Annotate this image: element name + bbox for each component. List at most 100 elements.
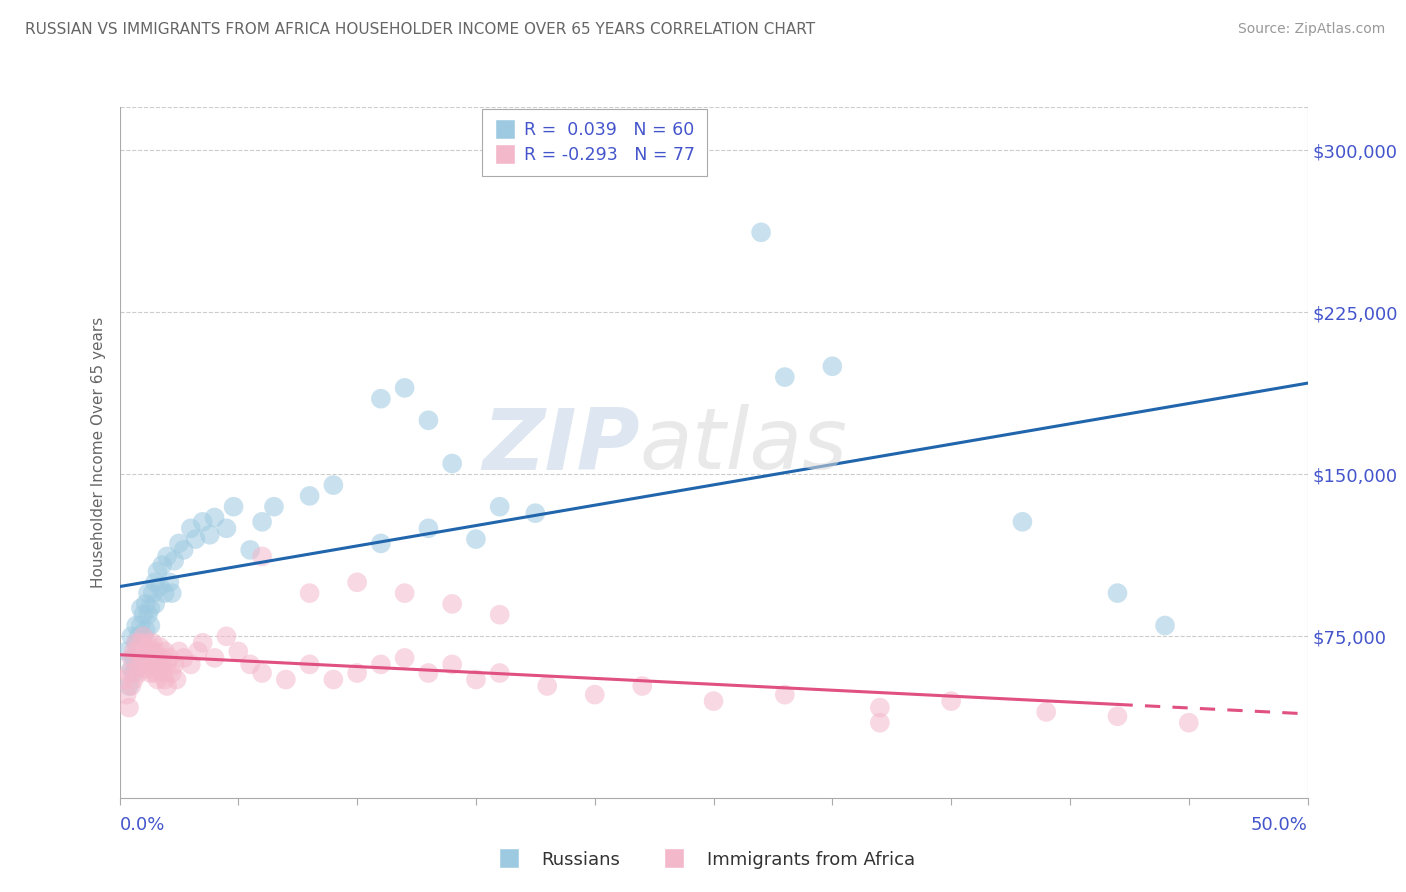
Point [394,651,416,665]
Point [128,644,150,658]
Point [346,666,368,681]
Point [139,666,162,681]
Point [370,536,392,550]
Legend: Russians, Immigrants from Africa: Russians, Immigrants from Africa [484,844,922,876]
Point [1107,586,1129,600]
Point [135,662,157,676]
Point [136,636,159,650]
Point [198,528,221,542]
Point [128,644,150,658]
Point [142,657,165,672]
Point [702,694,725,708]
Point [132,629,155,643]
Point [536,679,558,693]
Point [204,510,226,524]
Point [115,688,138,702]
Point [821,359,844,374]
Point [149,580,172,594]
Point [346,575,368,590]
Point [583,688,606,702]
Point [464,532,488,546]
Point [166,673,188,687]
Point [322,478,344,492]
Point [239,542,262,557]
Point [274,673,297,687]
Point [139,601,162,615]
Point [129,636,152,650]
Point [118,679,141,693]
Point [418,666,440,681]
Point [222,500,245,514]
Point [184,532,207,546]
Point [298,489,321,503]
Point [132,629,155,643]
Point [173,651,195,665]
Point [135,640,157,654]
Point [180,657,202,672]
Point [153,644,176,658]
Point [322,673,344,687]
Point [129,657,152,672]
Point [250,549,273,564]
Point [167,536,190,550]
Point [129,618,152,632]
Point [125,618,148,632]
Point [135,597,157,611]
Point [125,636,148,650]
Point [488,607,510,622]
Point [939,694,962,708]
Point [228,644,250,658]
Point [250,666,273,681]
Point [122,651,145,665]
Point [118,700,141,714]
Point [132,651,155,665]
Point [142,636,165,650]
Point [136,657,159,672]
Point [488,500,510,514]
Text: atlas: atlas [640,404,848,488]
Point [122,666,145,681]
Point [128,666,150,681]
Point [146,651,169,665]
Point [524,506,547,520]
Point [122,673,145,687]
Point [156,657,179,672]
Point [215,629,238,643]
Point [167,644,190,658]
Point [370,657,392,672]
Point [173,542,195,557]
Point [418,413,440,427]
Point [773,688,796,702]
Point [157,651,180,665]
Point [394,586,416,600]
Point [441,657,464,672]
Point [631,679,654,693]
Point [488,666,510,681]
Point [1154,618,1177,632]
Point [150,558,173,572]
Point [394,381,416,395]
Point [163,554,186,568]
Point [1178,715,1201,730]
Point [139,644,162,658]
Point [139,618,162,632]
Point [120,662,142,676]
Point [749,225,772,239]
Point [773,370,796,384]
Point [136,586,159,600]
Point [149,640,172,654]
Point [120,629,142,643]
Point [150,651,173,665]
Y-axis label: Householder Income Over 65 years: Householder Income Over 65 years [90,317,105,589]
Point [163,657,186,672]
Point [146,565,169,579]
Point [150,666,173,681]
Point [146,673,169,687]
Point [115,644,138,658]
Point [869,715,891,730]
Text: Source: ZipAtlas.com: Source: ZipAtlas.com [1237,22,1385,37]
Point [112,673,135,687]
Point [125,662,148,676]
Point [869,700,891,714]
Point [120,679,142,693]
